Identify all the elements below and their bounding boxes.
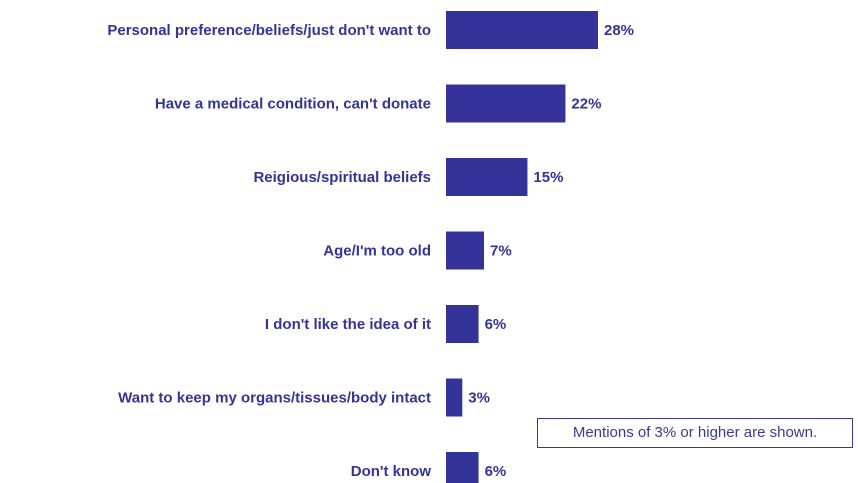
bar: [446, 158, 528, 196]
value-labels: 28% 22% 15% 7% 6% 3% 6%: [468, 22, 634, 480]
bar: [446, 452, 479, 483]
category-label: Want to keep my organs/tissues/body inta…: [118, 390, 431, 407]
value-label: 6%: [485, 463, 507, 480]
chart-note: Mentions of 3% or higher are shown.: [537, 418, 853, 448]
bar: [446, 11, 598, 49]
bars: [446, 11, 598, 483]
value-label: 7%: [490, 243, 512, 260]
category-label: Personal preference/beliefs/just don't w…: [107, 22, 431, 39]
value-label: 6%: [485, 316, 507, 333]
value-label: 28%: [604, 22, 634, 39]
category-label: I don't like the idea of it: [265, 316, 431, 333]
category-labels: Personal preference/beliefs/just don't w…: [107, 22, 431, 480]
value-label: 22%: [571, 96, 601, 113]
category-label: Have a medical condition, can't donate: [155, 96, 431, 113]
category-label: Reigious/spiritual beliefs: [253, 169, 431, 186]
category-label: Don't know: [351, 463, 432, 480]
value-label: 3%: [468, 390, 490, 407]
bar: [446, 305, 479, 343]
value-label: 15%: [533, 169, 563, 186]
bar: [446, 84, 566, 123]
bar: [446, 378, 463, 417]
bar: [446, 231, 484, 270]
category-label: Age/I'm too old: [323, 243, 431, 260]
